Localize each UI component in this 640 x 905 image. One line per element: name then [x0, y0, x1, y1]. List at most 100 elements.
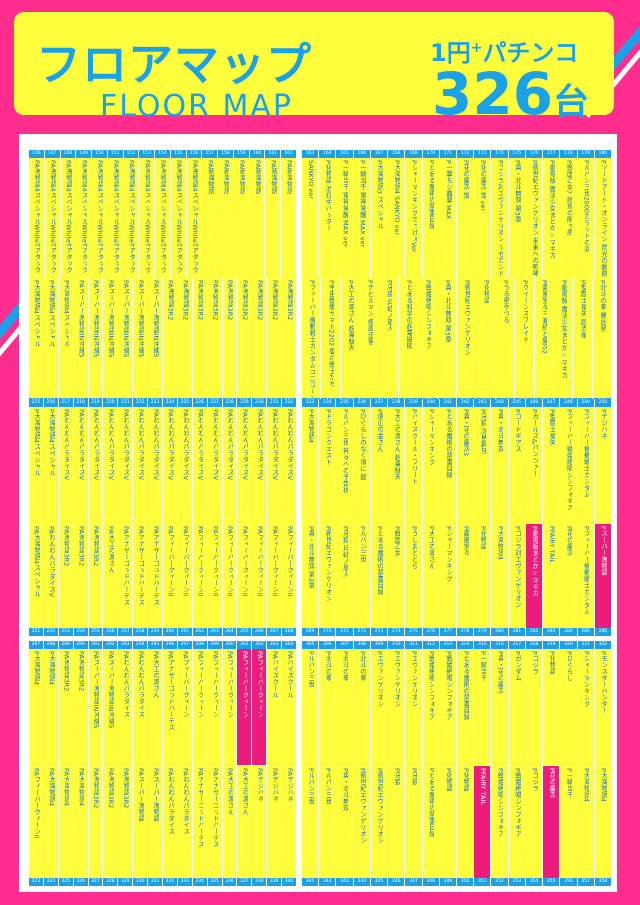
machine-name: P大工の源さん 超韋駄天 — [346, 280, 354, 351]
machine-name: PAわんわんパラダイスV — [47, 526, 55, 597]
machine-number: 302 — [252, 641, 268, 649]
machine-number: 354 — [525, 878, 544, 886]
machine-name: Pルパン三世 — [306, 651, 314, 688]
machine-name: Pとある魔術の禁書目録 — [427, 768, 435, 837]
machine-number: 225 — [177, 399, 193, 407]
machine-number: 309 — [370, 641, 389, 649]
machine-slot: Pガンダム — [508, 649, 526, 765]
machine-slot: PAフィーバークィーンII — [237, 524, 253, 628]
machine-name: P戦姫絶唱シンフォギア — [427, 651, 435, 720]
machine-slot: P一騎当千 軍神覚醒 MAX ver — [353, 158, 371, 286]
machine-slot: Pエヴァンゲリオン — [388, 649, 406, 765]
machine-number: 330 — [133, 878, 149, 886]
machine-number: 226 — [192, 399, 208, 407]
machine-name: PAスーパー海物語IN沖縄5 — [107, 651, 115, 729]
machine-name: P化物語 — [482, 280, 490, 304]
machine-name: PAデジハネ — [256, 768, 264, 802]
machine-number: 325 — [58, 878, 74, 886]
machine-number: 220 — [103, 399, 119, 407]
machine-number: 343 — [336, 878, 354, 886]
machine-number: 252 — [43, 628, 59, 636]
machine-name: P牙狼 月虹ノ旅人 — [341, 526, 349, 578]
machine-name: PAアナザーゴッドハーデス — [211, 768, 219, 848]
machine-name: Pひぐらしのなく頃に 廻 — [358, 409, 366, 480]
machine-slot: PAスーパー海物語IN沖縄5 — [103, 649, 119, 765]
machine-number: 257 — [118, 628, 134, 636]
machine-slot: PA海物語4スペシャルWhiteTアタック — [60, 158, 77, 286]
machine-number: 283 — [543, 628, 561, 636]
machine-slot: PA海物語4スペシャルWhiteTアタック — [44, 158, 61, 286]
machine-slot: PAスーパー海物語IN沖縄5 — [88, 278, 104, 398]
machine-name: Pゴジラ — [530, 651, 538, 675]
machine-slot: P一撃ちシ轟撃 MAX — [439, 158, 457, 286]
machine-name: PA大海物語4 — [77, 768, 85, 807]
machine-name: P一騎当千 軍神覚醒 MAX ver — [341, 160, 349, 248]
machine-number: 345 — [370, 878, 389, 886]
machine-name: PAフィーバークィーンII — [241, 526, 249, 597]
machine-name: PAわんわんパラダイス — [181, 768, 189, 835]
machine-name: PAスーパー海物語 — [136, 768, 144, 822]
machine-slot: P遠山の金さん — [370, 407, 389, 527]
machine-name: Pコードギアス — [513, 409, 521, 452]
header-banner: フロアマップ FLOOR MAP 1円+パチンコ 326台 — [14, 12, 614, 124]
machine-name: PAスーパー海物語IN沖縄5 — [77, 280, 85, 358]
machine-slot: Pフィーバー機動戦士ガンダム — [577, 407, 595, 527]
machine-name: PA海物語4スペシャルWhiteTアタック — [48, 160, 56, 273]
machine-number: 307 — [336, 641, 354, 649]
island-group: 233 P大海物語4 234 Pドラゴンクエスト 235 Pルパン三世 神々への予告状 23… — [302, 399, 612, 527]
machine-name: PA大工の源さん — [151, 651, 159, 698]
machine-number: 349 — [439, 878, 457, 886]
machine-name: P戦姫絶唱シンフォギア — [424, 280, 432, 349]
machine-name: PA新海物語 — [206, 160, 214, 194]
machine-name: PA海物語3R2 — [77, 651, 85, 692]
machine-name: P大海物語4スペシャル — [47, 409, 55, 476]
machine-name: P戦国乙女 — [392, 526, 400, 556]
machine-slot: PFAIRY TAIL — [474, 766, 492, 878]
machine-slot: PAフィーバークィーン — [222, 649, 238, 765]
machine-name: P大海物語4 — [599, 768, 607, 803]
machine-number: 251 — [29, 628, 44, 636]
machine-name: P一騎当千 — [565, 768, 573, 798]
machine-number: 281 — [508, 628, 526, 636]
machine-slot: P花の慶次 — [560, 524, 578, 628]
machine-name: PA海物語3R2 — [211, 280, 219, 321]
machine-name: PA海物語3R2 — [62, 651, 70, 692]
machine-name: PAハイスクール — [285, 651, 293, 698]
machine-name: PA海物語4スペシャルWhiteTアタック — [80, 160, 88, 273]
machine-name: PA海物語4スペシャルWhiteTアタック — [127, 160, 135, 273]
machine-count: 326台 — [432, 64, 589, 133]
machine-name: PA海物語4スペシャルWhiteTアタック — [96, 160, 104, 273]
machine-number: 147 — [44, 150, 61, 158]
machine-name: PAわんわんパラダイスV — [92, 409, 100, 480]
machine-number: 292 — [103, 641, 119, 649]
machine-number: 310 — [388, 641, 406, 649]
machine-number: 171 — [439, 150, 457, 158]
machine-name: P花の慶次 — [547, 768, 555, 798]
machine-number: 331 — [148, 878, 163, 886]
machine-name: P牙狼 月虹ノ旅人 — [385, 280, 393, 332]
machine-slot: PAわんわんパラダイスV — [133, 407, 149, 527]
machine-slot: P化物語 — [474, 524, 492, 628]
machine-name: PAフィーバークィーンII — [166, 526, 174, 597]
machine-slot: P新世紀エヴァンゲリオン — [370, 766, 389, 878]
machine-number: 149 — [76, 150, 93, 158]
island-group: 181Pフィーバー機動戦士ガンダムユニコーン182P宇宙戦艦ヤマト2202 愛の… — [302, 278, 612, 406]
machine-number: 322 — [594, 641, 612, 649]
machine-number: 312 — [422, 641, 440, 649]
machine-name: P化物語 — [444, 768, 452, 792]
machine-number: 242 — [457, 399, 475, 407]
machine-name: PA新海物語 — [238, 160, 246, 194]
machine-slot: Pデジハネ — [594, 407, 612, 527]
machine-name: PAフィーバークィーンII — [32, 768, 40, 839]
machine-number: 328 — [103, 878, 119, 886]
machine-name: PA海物語3R2 — [62, 526, 70, 567]
machine-slot: PA海物語4スペシャルWhiteTアタック — [29, 158, 45, 286]
machine-number: 231 — [267, 399, 283, 407]
machine-slot: PAわんわんパラダイスV — [237, 407, 253, 527]
machine-name: P花の慶次 蛍 — [461, 160, 469, 199]
machine-slot: PAフィーバークィーン — [237, 649, 253, 765]
machine-name: P真・花の慶次3 — [461, 409, 469, 457]
machine-slot: P劇場版 魔法少女まどか☆マギカ — [553, 278, 574, 398]
machine-number: 155 — [170, 150, 187, 158]
machine-number: 266 — [252, 628, 268, 636]
